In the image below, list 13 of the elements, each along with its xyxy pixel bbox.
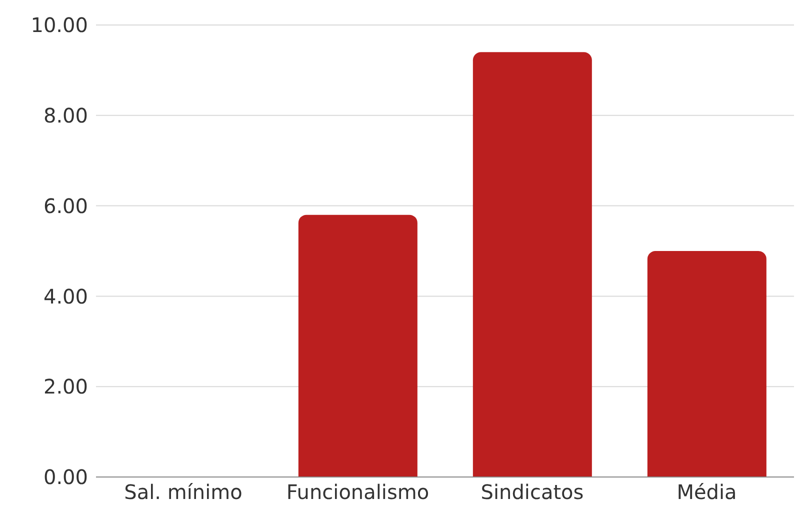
y-tick-label: 2.00 xyxy=(43,374,88,399)
x-tick-label: Média xyxy=(676,480,737,504)
y-tick-label: 10.00 xyxy=(30,13,88,38)
bar xyxy=(647,251,766,477)
bar xyxy=(472,52,592,477)
y-tick-label: 6.00 xyxy=(43,194,88,218)
x-tick-label: Funcionalismo xyxy=(286,480,430,504)
y-tick-label: 0.00 xyxy=(43,465,88,490)
x-tick-label: Sal. mínimo xyxy=(124,480,242,504)
y-tick-label: 4.00 xyxy=(43,284,88,308)
y-tick-label: 8.00 xyxy=(43,104,88,128)
x-tick-label: Sindicatos xyxy=(480,480,584,504)
bar xyxy=(298,214,418,477)
